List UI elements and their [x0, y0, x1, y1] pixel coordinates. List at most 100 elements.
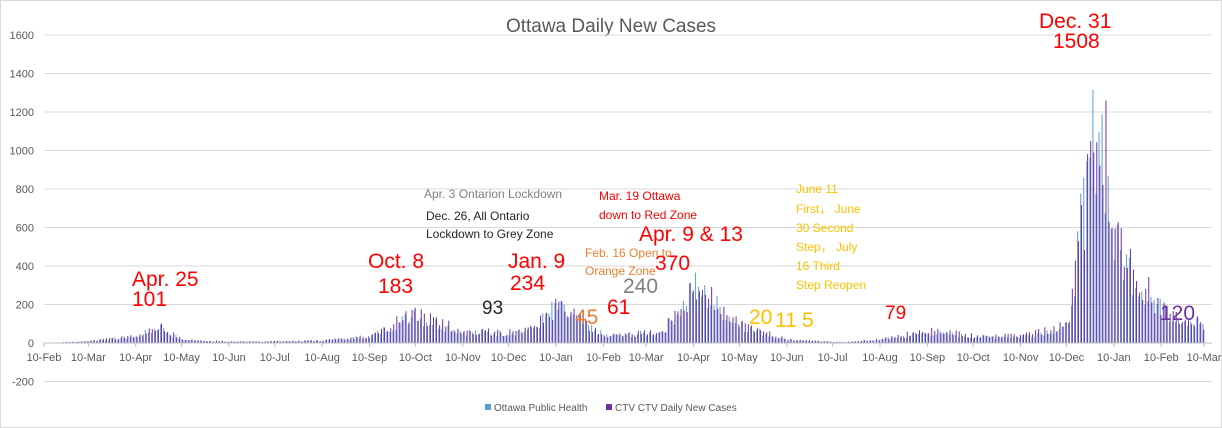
x-tick-label: 10-Jan — [539, 352, 573, 364]
bar — [338, 338, 340, 343]
x-tick-label: 10-Aug — [862, 352, 897, 364]
bar — [844, 341, 846, 343]
bar — [676, 314, 678, 343]
bar — [1142, 299, 1144, 343]
bar — [778, 337, 780, 343]
bar — [619, 333, 621, 343]
bar — [1032, 334, 1034, 343]
bar — [309, 340, 311, 343]
bar — [569, 315, 571, 343]
y-tick-label: -200 — [12, 377, 34, 389]
bar — [1059, 322, 1061, 343]
bar — [343, 338, 345, 343]
annotation-label: Mar. 19 Ottawa — [599, 189, 681, 203]
bar — [1099, 165, 1101, 343]
bar — [121, 336, 123, 343]
bar — [992, 336, 994, 343]
bar — [1019, 337, 1021, 343]
annotation-label: 240 — [623, 275, 658, 298]
bar — [814, 340, 816, 343]
annotation-label: Oct. 8 — [368, 250, 424, 273]
bar — [202, 341, 204, 343]
bar — [795, 340, 797, 343]
annotation-label: 79 — [885, 303, 906, 324]
bar — [818, 341, 820, 343]
bar — [1196, 317, 1198, 343]
bar — [80, 341, 82, 343]
bar — [1139, 292, 1141, 343]
bar — [1098, 132, 1100, 343]
bar — [738, 326, 740, 343]
bar — [863, 340, 865, 343]
bar — [564, 311, 566, 343]
bar — [591, 332, 593, 343]
bar — [459, 331, 461, 343]
bar — [222, 340, 224, 343]
bar — [780, 338, 782, 343]
bar — [939, 331, 941, 343]
bar — [435, 319, 437, 343]
bar — [154, 329, 156, 343]
bar — [1050, 330, 1052, 343]
bar — [897, 335, 899, 343]
bar — [679, 315, 681, 343]
bar — [741, 320, 743, 343]
bar — [445, 326, 447, 343]
bar — [560, 300, 562, 343]
bar — [674, 310, 676, 343]
y-tick-label: 1000 — [10, 146, 34, 158]
bar — [729, 321, 731, 343]
bar — [423, 326, 425, 343]
bar — [392, 330, 394, 343]
bar — [1178, 323, 1180, 343]
bar — [543, 322, 545, 343]
annotation-label: 183 — [378, 275, 413, 298]
bar — [313, 341, 315, 343]
bar — [475, 335, 477, 343]
bar — [520, 331, 522, 343]
bar — [334, 338, 336, 343]
bar — [426, 322, 428, 343]
bar — [536, 326, 538, 343]
bar — [325, 340, 327, 343]
bar — [496, 335, 498, 343]
bar — [943, 333, 945, 343]
bar — [998, 336, 1000, 343]
bar — [799, 339, 801, 343]
x-tick-label: 10-Jul — [818, 352, 848, 364]
bar — [989, 337, 991, 343]
bar — [970, 333, 972, 343]
bar — [160, 323, 162, 343]
bar — [974, 337, 976, 343]
bar — [894, 337, 896, 343]
bar — [1096, 142, 1098, 343]
bar — [830, 341, 832, 343]
bar — [341, 339, 343, 343]
bar — [99, 340, 101, 343]
bar — [185, 339, 187, 343]
bar — [549, 316, 551, 343]
bar — [350, 337, 352, 343]
bar — [622, 336, 624, 343]
bar — [364, 338, 366, 343]
bar — [518, 329, 520, 343]
bar — [774, 338, 776, 343]
bar — [735, 316, 737, 343]
bar — [1022, 334, 1024, 343]
bar — [353, 338, 355, 343]
bar — [616, 334, 618, 343]
bar — [494, 331, 496, 343]
bar — [331, 340, 333, 343]
bar — [888, 339, 890, 343]
bar — [188, 340, 190, 343]
bar — [93, 339, 95, 343]
bar — [448, 320, 450, 343]
bar — [432, 325, 434, 343]
y-tick-label: 1200 — [10, 107, 34, 119]
bar — [270, 341, 272, 343]
bar — [539, 327, 541, 343]
bar — [842, 341, 844, 343]
bar — [1022, 335, 1024, 343]
bar — [964, 333, 966, 343]
bar — [925, 333, 927, 343]
